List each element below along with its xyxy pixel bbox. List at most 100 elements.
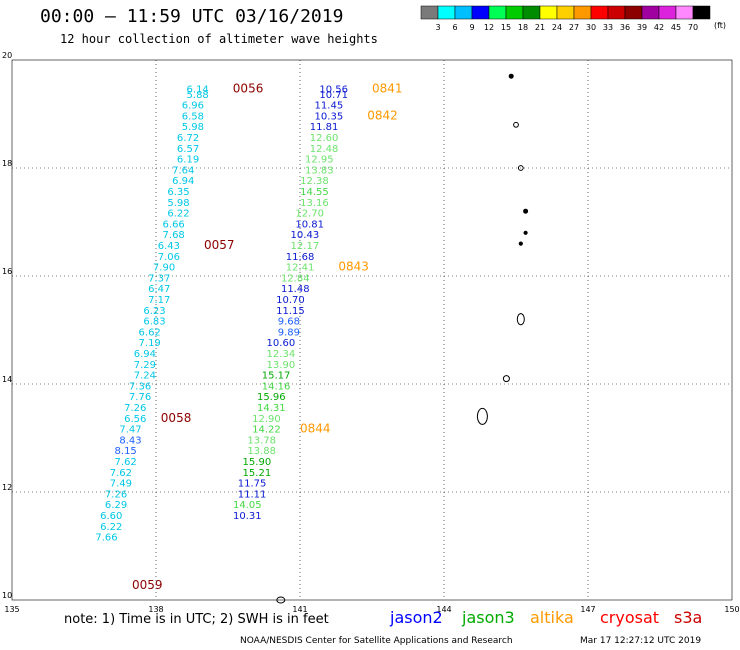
wave-height-value: 11.11 bbox=[238, 489, 267, 500]
wave-height-value: 7.66 bbox=[95, 533, 117, 544]
pass-time-label: 0056 bbox=[233, 81, 264, 95]
colorbar-swatch bbox=[658, 5, 677, 20]
colorbar-swatch bbox=[607, 5, 626, 20]
wave-height-value: 6.57 bbox=[177, 144, 199, 155]
wave-height-value: 11.15 bbox=[276, 306, 305, 317]
wave-height-value: 12.90 bbox=[252, 414, 281, 425]
wave-height-value: 7.47 bbox=[119, 425, 141, 436]
pass-time-label: 0841 bbox=[372, 81, 403, 95]
timestamp-text: Mar 17 12:27:12 UTC 2019 bbox=[580, 636, 702, 646]
wave-height-value: 6.56 bbox=[124, 414, 146, 425]
wave-height-value: 6.14 bbox=[187, 84, 209, 95]
colorbar-label: 70 bbox=[688, 23, 698, 32]
colorbar-swatch bbox=[641, 5, 660, 20]
wave-height-value: 13.16 bbox=[300, 198, 329, 209]
lat-tick-label: 12 bbox=[2, 483, 12, 492]
colorbar-swatch bbox=[539, 5, 558, 20]
wave-height-value: 7.26 bbox=[124, 403, 146, 414]
wave-height-value: 8.15 bbox=[115, 446, 137, 457]
pass-time-label: 0057 bbox=[204, 238, 235, 252]
lon-tick-label: 144 bbox=[436, 605, 451, 614]
map-subtitle: 12 hour collection of altimeter wave hei… bbox=[60, 32, 378, 46]
wave-height-value: 7.62 bbox=[110, 468, 132, 479]
wave-height-value: 6.60 bbox=[100, 511, 122, 522]
island-outline bbox=[517, 165, 524, 171]
colorbar-swatch bbox=[454, 5, 473, 20]
wave-height-value: 7.24 bbox=[134, 371, 156, 382]
wave-height-value: 11.75 bbox=[238, 479, 267, 490]
island-outline bbox=[516, 313, 525, 326]
colorbar-label: 24 bbox=[552, 23, 562, 32]
lat-tick-label: 10 bbox=[2, 591, 12, 600]
island-outline bbox=[523, 208, 529, 214]
wave-height-value: 6.22 bbox=[167, 209, 189, 220]
colorbar-unit: (ft) bbox=[714, 21, 727, 30]
map-frame bbox=[11, 59, 733, 601]
pass-time-label: 0058 bbox=[161, 411, 192, 425]
legend-jason2: jason2 bbox=[390, 608, 443, 627]
wave-height-value: 7.76 bbox=[129, 392, 151, 403]
wave-height-value: 7.90 bbox=[153, 263, 175, 274]
legend-cryosat: cryosat bbox=[600, 608, 660, 627]
colorbar-label: 45 bbox=[671, 23, 681, 32]
wave-height-value: 6.83 bbox=[143, 317, 165, 328]
wave-height-value: 6.94 bbox=[134, 349, 156, 360]
island-outline bbox=[523, 230, 528, 235]
wave-height-value: 12.95 bbox=[305, 155, 334, 166]
wave-height-value: 12.84 bbox=[281, 273, 310, 284]
colorbar-swatch bbox=[420, 5, 439, 20]
island-outline bbox=[513, 121, 519, 128]
wave-height-value: 15.90 bbox=[243, 457, 272, 468]
wave-height-value: 7.36 bbox=[129, 381, 151, 392]
colorbar-label: 12 bbox=[484, 23, 494, 32]
colorbar-label: 27 bbox=[569, 23, 579, 32]
wave-height-value: 13.88 bbox=[247, 446, 276, 457]
map-title: 00:00 – 11:59 UTC 03/16/2019 bbox=[40, 6, 344, 27]
wave-height-value: 12.48 bbox=[310, 144, 339, 155]
wave-height-value: 14.05 bbox=[233, 500, 262, 511]
lon-tick-label: 150 bbox=[724, 605, 739, 614]
pass-time-label: 0843 bbox=[338, 260, 369, 274]
wave-height-value: 7.26 bbox=[105, 489, 127, 500]
wave-height-value: 10.71 bbox=[319, 90, 348, 101]
lon-tick-label: 138 bbox=[148, 605, 163, 614]
wave-height-value: 10.35 bbox=[315, 111, 344, 122]
island-outline bbox=[508, 73, 514, 79]
wave-height-value: 6.35 bbox=[167, 187, 189, 198]
lon-tick-label: 135 bbox=[4, 605, 19, 614]
wave-height-value: 13.78 bbox=[247, 435, 276, 446]
wave-height-value: 7.62 bbox=[115, 457, 137, 468]
wave-height-value: 7.29 bbox=[134, 360, 156, 371]
colorbar-swatch bbox=[488, 5, 507, 20]
lon-tick-label: 147 bbox=[580, 605, 595, 614]
island-outline bbox=[276, 596, 286, 604]
wave-height-value: 7.49 bbox=[110, 479, 132, 490]
wave-height-value: 10.56 bbox=[319, 84, 348, 95]
wave-height-value: 6.47 bbox=[148, 284, 170, 295]
wave-height-value: 6.96 bbox=[182, 101, 204, 112]
wave-height-value: 7.37 bbox=[148, 273, 170, 284]
wave-height-value: 11.68 bbox=[286, 252, 315, 263]
wave-height-value: 11.81 bbox=[310, 122, 339, 133]
colorbar-label: 30 bbox=[586, 23, 596, 32]
wave-height-value: 11.48 bbox=[281, 284, 310, 295]
colorbar-swatch bbox=[624, 5, 643, 20]
wave-height-value: 6.22 bbox=[100, 522, 122, 533]
wave-height-value: 14.31 bbox=[257, 403, 286, 414]
wave-height-value: 12.70 bbox=[295, 209, 324, 220]
wave-height-value: 12.34 bbox=[267, 349, 296, 360]
wave-height-value: 5.98 bbox=[167, 198, 189, 209]
wave-height-value: 6.29 bbox=[105, 500, 127, 511]
lat-tick-label: 20 bbox=[2, 51, 12, 60]
colorbar-label: 42 bbox=[654, 23, 664, 32]
wave-height-value: 12.60 bbox=[310, 133, 339, 144]
legend-s3a: s3a bbox=[674, 608, 703, 627]
wave-height-value: 7.17 bbox=[148, 295, 170, 306]
colorbar-label: 9 bbox=[469, 23, 474, 32]
wave-height-value: 6.43 bbox=[158, 241, 180, 252]
island-outline bbox=[502, 375, 510, 383]
wave-height-value: 13.83 bbox=[305, 165, 334, 176]
wave-height-value: 15.17 bbox=[262, 371, 291, 382]
wave-height-value: 14.22 bbox=[252, 425, 281, 436]
pass-time-label: 0059 bbox=[132, 578, 163, 592]
